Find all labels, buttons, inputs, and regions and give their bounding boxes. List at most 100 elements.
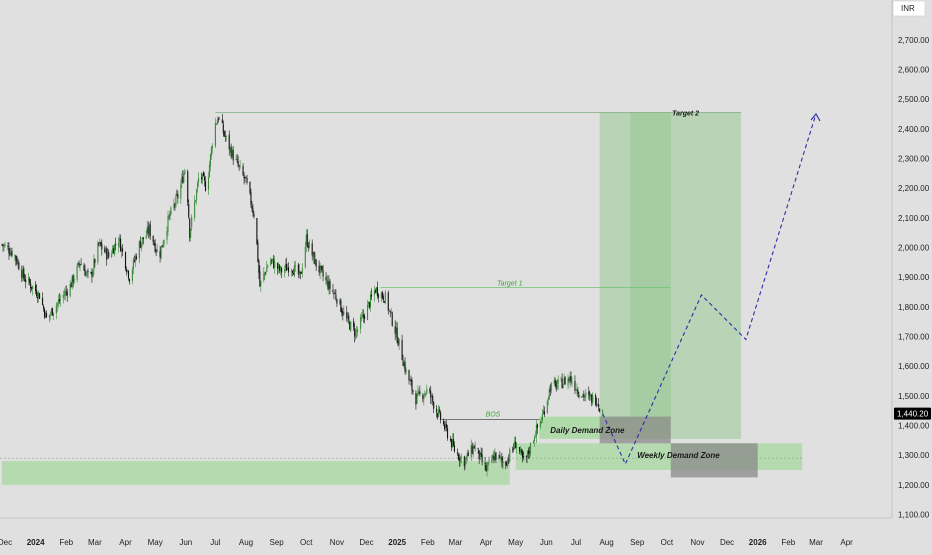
candle-body	[466, 452, 468, 457]
candle-body	[451, 439, 454, 448]
candle-body	[581, 396, 583, 398]
candle-body	[161, 245, 163, 248]
candle-body	[25, 280, 27, 283]
candle-body	[56, 303, 58, 306]
price-tick-label: 2,200.00	[898, 184, 930, 193]
last-price-label: 1,440.20	[897, 410, 929, 419]
candle-body	[63, 294, 65, 297]
candle-body	[412, 390, 414, 392]
candle-body	[160, 246, 162, 259]
time-tick-label: Jul	[571, 538, 581, 547]
candle-body	[418, 391, 420, 394]
candle-body	[250, 192, 252, 205]
time-tick-label: Jun	[179, 538, 192, 547]
candle-body	[184, 170, 186, 174]
candle-body	[373, 290, 375, 296]
candle-body	[273, 259, 275, 268]
candle-body	[93, 259, 95, 271]
time-tick-label: Nov	[330, 538, 344, 547]
candle-body	[42, 306, 45, 309]
candle-body	[167, 216, 169, 232]
candle-body	[450, 439, 453, 448]
candle-body	[513, 448, 515, 450]
candle-body	[30, 283, 32, 289]
candle-body	[66, 291, 68, 296]
candle-body	[28, 277, 30, 282]
candle-body	[108, 252, 110, 257]
candle-body	[322, 270, 324, 277]
candle-body	[106, 248, 108, 260]
candle-body	[176, 194, 178, 196]
price-tick-label: 2,500.00	[898, 95, 930, 104]
candle-body	[384, 292, 386, 303]
candle-body	[287, 267, 290, 273]
time-tick-label: May	[508, 538, 523, 547]
candle-body	[307, 245, 309, 249]
time-tick-label: Aug	[599, 538, 613, 547]
price-tick-label: 1,200.00	[898, 481, 930, 490]
candle-body	[51, 308, 53, 316]
candle-body	[198, 178, 200, 182]
last-price-tag	[894, 407, 931, 420]
candle-body	[221, 119, 223, 124]
candle-body	[202, 173, 204, 181]
candle-body	[170, 207, 172, 215]
candle-body	[432, 395, 434, 402]
time-tick-label: Feb	[421, 538, 435, 547]
candle-body	[235, 159, 237, 160]
time-tick-label: Apr	[840, 538, 853, 547]
candle-body	[346, 312, 348, 319]
candle-body	[104, 248, 106, 253]
candle-body	[86, 272, 88, 273]
candle-body	[211, 145, 213, 148]
candle-body	[314, 258, 316, 265]
price-tick-label: 1,600.00	[898, 362, 930, 371]
candle-body	[99, 241, 101, 244]
candle-body	[533, 437, 536, 441]
candle-body	[65, 291, 67, 292]
candle-body	[70, 284, 72, 288]
time-tick-label: Feb	[59, 538, 73, 547]
candle-body	[141, 237, 143, 244]
candle-body	[125, 269, 128, 272]
candle-body	[229, 146, 231, 148]
candle-body	[259, 271, 261, 287]
time-tick-label: 2026	[749, 538, 767, 547]
candle-body	[281, 268, 283, 273]
candle-body	[113, 248, 115, 254]
candle-body	[41, 297, 44, 305]
candle-body	[29, 279, 31, 284]
candle-body	[336, 299, 338, 304]
candle-body	[546, 400, 548, 414]
candle-body	[135, 256, 137, 259]
candle-body	[388, 309, 390, 311]
candle-body	[149, 224, 151, 237]
candle-body	[370, 294, 373, 297]
candle-body	[49, 313, 51, 315]
candle-body	[201, 177, 203, 179]
candle-body	[411, 380, 413, 390]
candle-body	[416, 393, 418, 404]
candle-body	[115, 243, 117, 245]
time-tick-label: Dec	[0, 538, 12, 547]
daily-zone-dark-box	[599, 416, 671, 444]
candle-body	[354, 328, 356, 337]
candle-body	[4, 244, 6, 247]
candle-body	[315, 259, 317, 267]
candle-body	[169, 214, 171, 216]
candle-body	[80, 264, 82, 265]
candle-body	[491, 459, 493, 461]
candle-body	[271, 259, 273, 261]
candle-body	[294, 265, 296, 267]
candle-body	[210, 147, 213, 156]
candle-body	[473, 446, 475, 449]
candle-body	[134, 256, 136, 262]
candle-body	[277, 263, 279, 269]
candle-body	[132, 259, 134, 270]
candle-body	[585, 392, 587, 397]
candle-body	[328, 281, 330, 290]
time-tick-label: Sep	[270, 538, 285, 547]
candle-body	[36, 290, 38, 297]
